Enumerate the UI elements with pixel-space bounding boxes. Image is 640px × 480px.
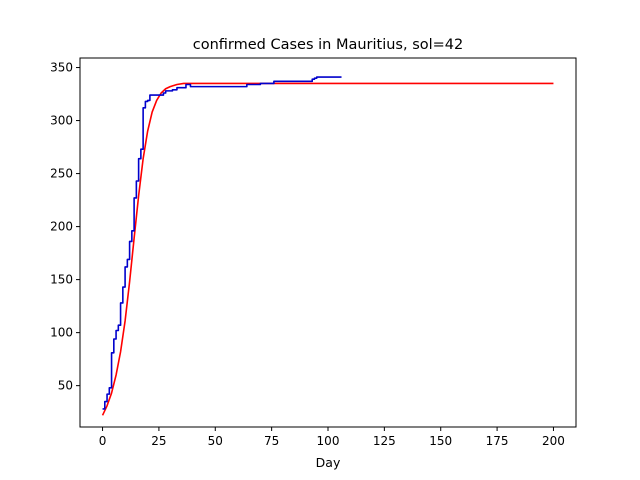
x-tick-label: 150 bbox=[429, 434, 452, 448]
y-tick-label: 200 bbox=[50, 220, 73, 234]
x-tick-label: 0 bbox=[99, 434, 107, 448]
y-tick-label: 100 bbox=[50, 326, 73, 340]
series-line-1 bbox=[101, 82, 554, 416]
x-tick-label: 125 bbox=[373, 434, 396, 448]
x-tick-label: 25 bbox=[151, 434, 166, 448]
y-tick-label: 300 bbox=[50, 114, 73, 128]
chart-title: confirmed Cases in Mauritius, sol=42 bbox=[193, 37, 464, 53]
series-line-2 bbox=[102, 76, 342, 410]
y-tick-label: 150 bbox=[50, 273, 73, 287]
y-tick-label: 50 bbox=[58, 379, 73, 393]
x-tick-label: 50 bbox=[208, 434, 223, 448]
x-tick-label: 100 bbox=[317, 434, 340, 448]
x-tick-label: 200 bbox=[542, 434, 565, 448]
y-axis: 50 100 150 200 250 300 350 bbox=[50, 61, 80, 393]
y-tick-label: 250 bbox=[50, 167, 73, 181]
y-tick-label: 350 bbox=[50, 61, 73, 75]
x-axis-label: Day bbox=[316, 455, 341, 470]
x-axis: 0 25 50 75 100 125 150 175 200 bbox=[99, 427, 565, 448]
x-tick-label: 175 bbox=[486, 434, 509, 448]
x-tick-label: 75 bbox=[264, 434, 279, 448]
